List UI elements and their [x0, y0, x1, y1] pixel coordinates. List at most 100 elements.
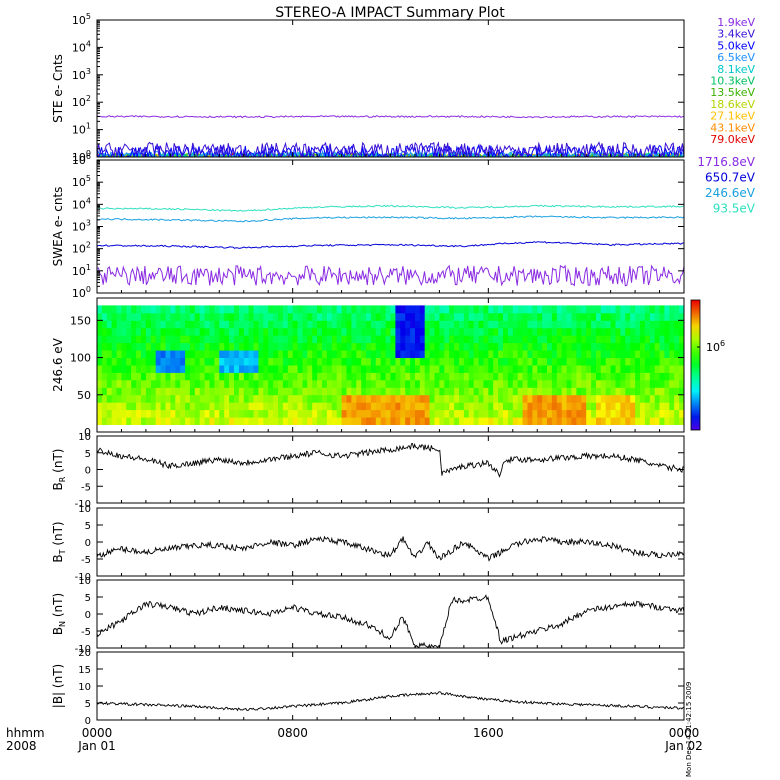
heatmap-cell — [243, 335, 250, 344]
heatmap-cell — [532, 335, 538, 344]
heatmap-cell — [351, 409, 357, 418]
heatmap-cell — [121, 312, 127, 321]
heatmap-cell — [322, 365, 328, 373]
heatmap-cell — [429, 372, 435, 381]
heatmap-cell — [199, 350, 206, 358]
heatmap-cell — [214, 342, 220, 351]
heatmap-cell — [581, 394, 587, 403]
heatmap-cell — [312, 312, 318, 321]
heatmap-cell — [131, 327, 137, 336]
heatmap-cell — [209, 409, 215, 418]
heatmap-cell — [155, 387, 162, 396]
heatmap-cell — [434, 312, 440, 321]
heatmap-cell — [101, 379, 108, 388]
heatmap-cell — [512, 394, 519, 403]
heatmap-cell — [229, 342, 235, 351]
heatmap-cell — [556, 402, 563, 411]
heatmap-cell — [463, 335, 470, 344]
heatmap-cell — [605, 335, 612, 344]
heatmap-cell — [346, 379, 352, 388]
heatmap-cell — [199, 417, 206, 425]
heatmap-cell — [654, 409, 661, 418]
heatmap-cell — [370, 350, 377, 358]
heatmap-cell — [366, 365, 372, 373]
heatmap-cell — [199, 409, 206, 418]
heatmap-cell — [307, 312, 313, 321]
heatmap-cell — [141, 312, 147, 321]
heatmap-cell — [439, 320, 445, 329]
heatmap-cell — [507, 402, 514, 411]
heatmap-cell — [214, 379, 220, 388]
heatmap-cell — [101, 312, 108, 321]
heatmap-cell — [111, 379, 118, 388]
heatmap-cell — [429, 394, 435, 403]
heatmap-cell — [434, 365, 440, 373]
heatmap-cell — [160, 402, 166, 411]
heatmap-cell — [591, 335, 597, 344]
heatmap-cell — [488, 372, 494, 381]
heatmap-cell — [586, 320, 592, 329]
heatmap-cell — [101, 402, 108, 411]
heatmap-cell — [674, 327, 680, 336]
heatmap-cell — [243, 357, 250, 366]
heatmap-cell — [390, 409, 396, 418]
heatmap-cell — [542, 327, 548, 336]
heatmap-cell — [229, 379, 235, 388]
heatmap-cell — [586, 305, 592, 314]
heatmap-cell — [302, 312, 308, 321]
heatmap-cell — [649, 320, 656, 329]
heatmap-cell — [610, 387, 616, 396]
heatmap-cell — [297, 327, 303, 336]
heatmap-cell — [175, 387, 181, 396]
heatmap-cell — [454, 387, 460, 396]
heatmap-cell — [126, 312, 132, 321]
heatmap-cell — [312, 327, 318, 336]
heatmap-cell — [385, 357, 391, 366]
heatmap-cell — [243, 379, 250, 388]
heatmap-cell — [566, 417, 572, 425]
heatmap-cell — [101, 335, 108, 344]
heatmap-cell — [649, 379, 656, 388]
heatmap-cell — [224, 394, 230, 403]
heatmap-cell — [581, 387, 587, 396]
swea-ylabel: SWEA e- cnts — [51, 187, 65, 267]
heatmap-cell — [278, 312, 284, 321]
heatmap-cell — [351, 312, 357, 321]
heatmap-cell — [503, 312, 509, 321]
heatmap-cell — [224, 312, 230, 321]
heatmap-cell — [439, 312, 445, 321]
heatmap-cell — [317, 365, 323, 373]
heatmap-cell — [551, 320, 558, 329]
x-date-label: Jan 01 — [77, 739, 116, 753]
heatmap-cell — [537, 327, 543, 336]
heatmap-cell — [336, 350, 343, 358]
heatmap-cell — [493, 394, 499, 403]
heatmap-cell — [121, 305, 127, 314]
heatmap-cell — [292, 379, 299, 388]
heatmap-cell — [219, 350, 225, 358]
heatmap-cell — [596, 335, 602, 344]
heatmap-cell — [419, 320, 426, 329]
heatmap-cell — [141, 372, 147, 381]
heatmap-cell — [390, 372, 396, 381]
heatmap-cell — [615, 305, 621, 314]
heatmap-cell — [243, 394, 250, 403]
heatmap-cell — [111, 312, 118, 321]
heatmap-cell — [322, 327, 328, 336]
heatmap-cell — [268, 350, 274, 358]
heatmap-cell — [566, 365, 572, 373]
heatmap-cell — [444, 372, 450, 381]
heatmap-cell — [610, 409, 616, 418]
heatmap-cell — [493, 357, 499, 366]
ste-legend-entry: 13.5keV — [710, 86, 755, 99]
heatmap-cell — [463, 320, 470, 329]
heatmap-cell — [630, 357, 636, 366]
heatmap-cell — [576, 305, 582, 314]
heatmap-cell — [126, 387, 132, 396]
tick-base: 10 — [72, 41, 86, 54]
heatmap-cell — [390, 320, 396, 329]
heatmap-cell — [429, 409, 435, 418]
heatmap-cell — [571, 402, 577, 411]
heatmap-cell — [273, 350, 279, 358]
